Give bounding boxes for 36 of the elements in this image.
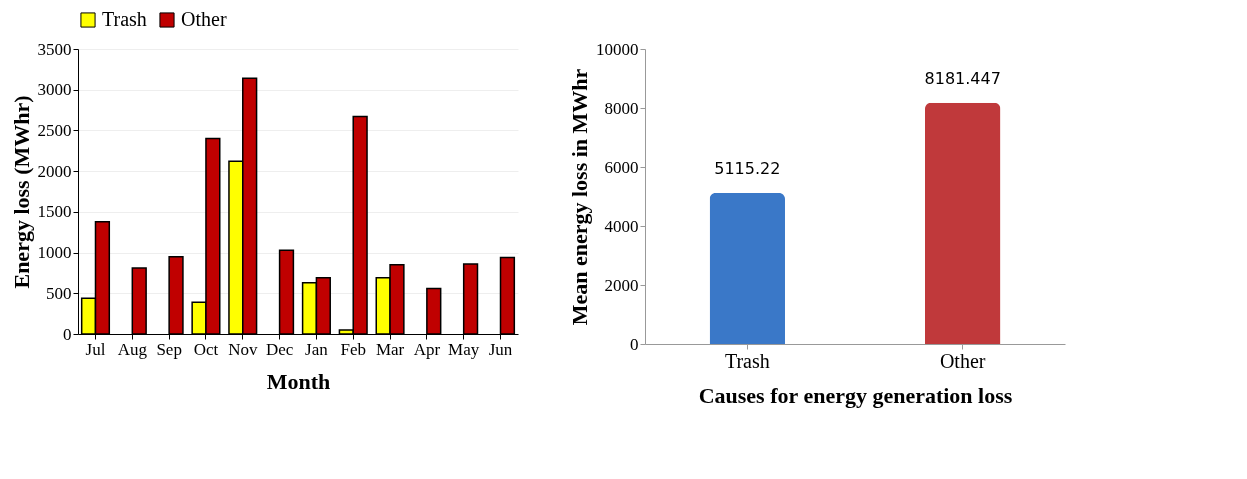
x-tick-label: Jan xyxy=(305,339,329,359)
x-tick-label: Oct xyxy=(193,339,219,359)
x-tick-label: Apr xyxy=(413,339,441,359)
x-tick-label: Trash xyxy=(724,349,770,372)
x-axis-title: Causes for energy generation loss xyxy=(698,382,1013,408)
x-tick-label: Jun xyxy=(488,339,513,359)
y-tick-label: 0 xyxy=(63,324,72,344)
x-tick-label: Aug xyxy=(117,339,148,359)
y-tick-label: 3500 xyxy=(37,39,72,59)
data-label: 5115.22 xyxy=(714,159,781,179)
data-label: 8181.447 xyxy=(924,68,1001,88)
y-tick-label: 2500 xyxy=(37,120,72,140)
y-axis-title: Energy loss (MWhr) xyxy=(8,95,34,289)
y-tick-label: 500 xyxy=(46,283,72,303)
y-tick-label: 1000 xyxy=(37,243,72,263)
x-tick-label: Mar xyxy=(375,339,405,359)
y-tick-label: 10000 xyxy=(596,39,639,59)
y-tick-label: 6000 xyxy=(604,157,639,177)
x-axis-title: Month xyxy=(266,368,331,394)
x-tick-label: Dec xyxy=(265,339,294,359)
y-tick-label: 2000 xyxy=(37,161,72,181)
legend-label: Trash xyxy=(102,8,147,30)
x-tick-label: Jul xyxy=(85,339,106,359)
y-tick-label: 1500 xyxy=(37,202,72,222)
y-tick-label: 0 xyxy=(630,334,639,354)
y-tick-label: 8000 xyxy=(604,98,639,118)
x-tick-label: May xyxy=(448,339,480,359)
x-tick-label: Feb xyxy=(340,339,366,359)
y-tick-label: 2000 xyxy=(604,275,639,295)
x-tick-label: Other xyxy=(939,349,986,372)
x-tick-label: Nov xyxy=(228,339,258,359)
x-tick-label: Sep xyxy=(156,339,182,359)
y-tick-label: 4000 xyxy=(604,216,639,236)
y-tick-label: 3000 xyxy=(37,80,72,100)
legend-label: Other xyxy=(181,8,227,30)
y-axis-title: Mean energy loss in MWhr xyxy=(567,68,592,326)
